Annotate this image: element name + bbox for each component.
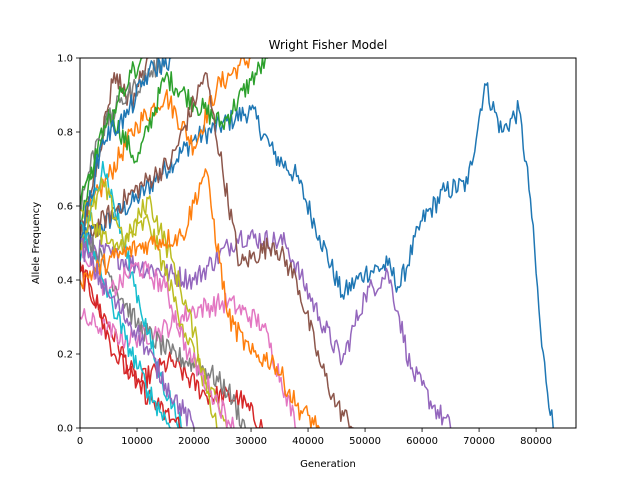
x-axis-label: Generation [300, 459, 356, 470]
x-axis: 0 10000 20000 30000 40000 50000 60000 70000 8000… [77, 428, 552, 447]
x-tick-label: 0 [77, 436, 83, 447]
series-line-13 [80, 176, 218, 428]
x-tick-label: 80000 [520, 436, 552, 447]
x-tick-label: 10000 [121, 436, 153, 447]
x-tick-label: 20000 [178, 436, 210, 447]
series-line-2 [80, 58, 251, 230]
series-layer [80, 58, 554, 428]
series-line-10 [80, 160, 183, 428]
y-tick-label: 0.4 [57, 276, 73, 287]
chart-title: Wright Fisher Model [269, 38, 388, 52]
x-tick-label: 70000 [463, 436, 495, 447]
y-tick-label: 0.0 [57, 424, 73, 435]
x-tick-label: 60000 [406, 436, 438, 447]
series-line-6 [80, 72, 354, 428]
y-tick-label: 0.8 [57, 128, 73, 139]
y-tick-label: 0.6 [57, 202, 73, 213]
x-tick-label: 50000 [349, 436, 381, 447]
y-axis: 0.0 0.2 0.4 0.6 0.8 1.0 [57, 54, 80, 435]
series-line-15 [80, 221, 172, 428]
series-line-8 [80, 219, 247, 428]
series-line-17 [80, 168, 321, 428]
series-line-20 [80, 237, 195, 428]
x-tick-label: 30000 [235, 436, 267, 447]
y-tick-label: 0.2 [57, 350, 73, 361]
series-line-14 [80, 261, 183, 428]
plot-frame [79, 57, 577, 429]
series-line-19 [80, 58, 172, 244]
x-tick-label: 40000 [292, 436, 324, 447]
y-axis-label: Allele Frequency [31, 202, 42, 284]
y-tick-label: 1.0 [57, 54, 73, 65]
series-line-3 [80, 58, 269, 225]
series-line-12 [80, 234, 235, 428]
plot-area [79, 57, 577, 429]
series-line-5 [80, 229, 452, 428]
series-line-7 [80, 292, 297, 428]
